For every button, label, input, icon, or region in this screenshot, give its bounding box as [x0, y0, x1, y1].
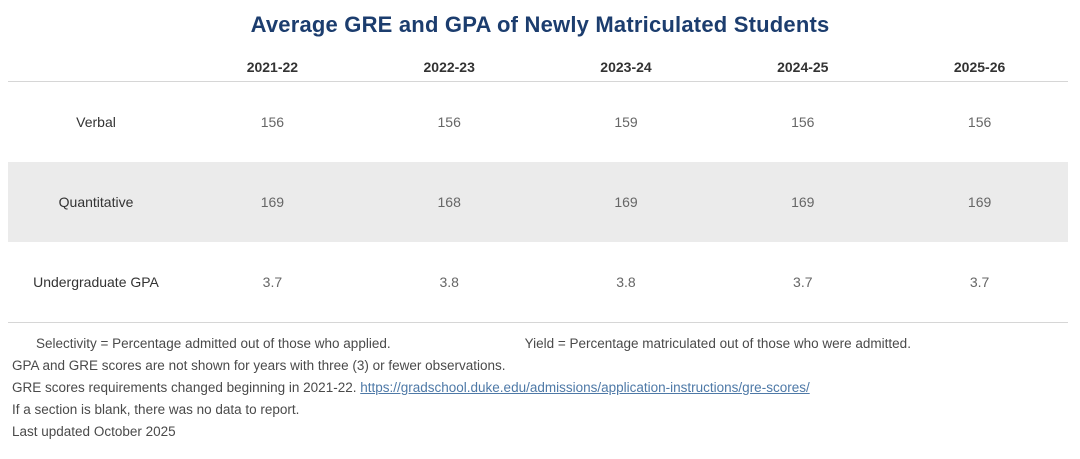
column-header-2024-25: 2024-25 — [714, 52, 892, 82]
cell-gpa-2021-22[interactable]: 3.7 — [262, 274, 283, 290]
last-updated: Last updated October 2025 — [12, 424, 176, 439]
page-title: Average GRE and GPA of Newly Matriculate… — [250, 12, 830, 37]
cell-gpa-2023-24[interactable]: 3.8 — [616, 274, 636, 290]
cell-verbal-2021-22[interactable]: 156 — [260, 114, 285, 130]
blank-section-note: If a section is blank, there was no data… — [12, 402, 300, 417]
gre-gpa-table: 2021-22 2022-23 2023-24 2024-25 2025-26 … — [8, 52, 1068, 323]
definitions-line: Selectivity = Percentage admitted out of… — [0, 333, 1080, 355]
header-spacer — [8, 52, 184, 82]
gre-change-note: GRE scores requirements changed beginnin… — [0, 377, 1080, 399]
row-label-verbal: Verbal — [76, 114, 116, 130]
cell-verbal-2022-23[interactable]: 156 — [437, 114, 461, 130]
cell-quantitative-2024-25[interactable]: 169 — [714, 162, 892, 242]
cell-gpa-2024-25[interactable]: 3.7 — [793, 274, 813, 290]
cell-quantitative-2021-22[interactable]: 169 — [184, 162, 361, 242]
cell-verbal-2024-25[interactable]: 156 — [791, 114, 815, 130]
selectivity-definition: Selectivity = Percentage admitted out of… — [36, 336, 391, 351]
cell-quantitative-2022-23[interactable]: 168 — [360, 162, 538, 242]
observations-note: GPA and GRE scores are not shown for yea… — [12, 358, 506, 373]
cell-gpa-2025-26[interactable]: 3.7 — [969, 274, 990, 290]
cell-gpa-2022-23[interactable]: 3.8 — [439, 274, 459, 290]
footnotes: Selectivity = Percentage admitted out of… — [0, 333, 1080, 443]
row-label-undergraduate-gpa: Undergraduate GPA — [33, 274, 159, 290]
row-label-quantitative: Quantitative — [8, 162, 184, 242]
cell-quantitative-2023-24[interactable]: 169 — [537, 162, 715, 242]
column-header-2023-24: 2023-24 — [537, 52, 715, 82]
cell-quantitative-2025-26[interactable]: 169 — [891, 162, 1068, 242]
column-header-2021-22: 2021-22 — [184, 52, 361, 82]
column-header-2025-26: 2025-26 — [891, 52, 1068, 82]
cell-verbal-2025-26[interactable]: 156 — [967, 114, 992, 130]
column-header-2022-23: 2022-23 — [360, 52, 538, 82]
gre-scores-link[interactable]: https://gradschool.duke.edu/admissions/a… — [360, 380, 810, 395]
yield-definition: Yield = Percentage matriculated out of t… — [524, 336, 911, 351]
gre-change-text: GRE scores requirements changed beginnin… — [12, 380, 361, 395]
cell-verbal-2023-24[interactable]: 159 — [614, 114, 638, 130]
